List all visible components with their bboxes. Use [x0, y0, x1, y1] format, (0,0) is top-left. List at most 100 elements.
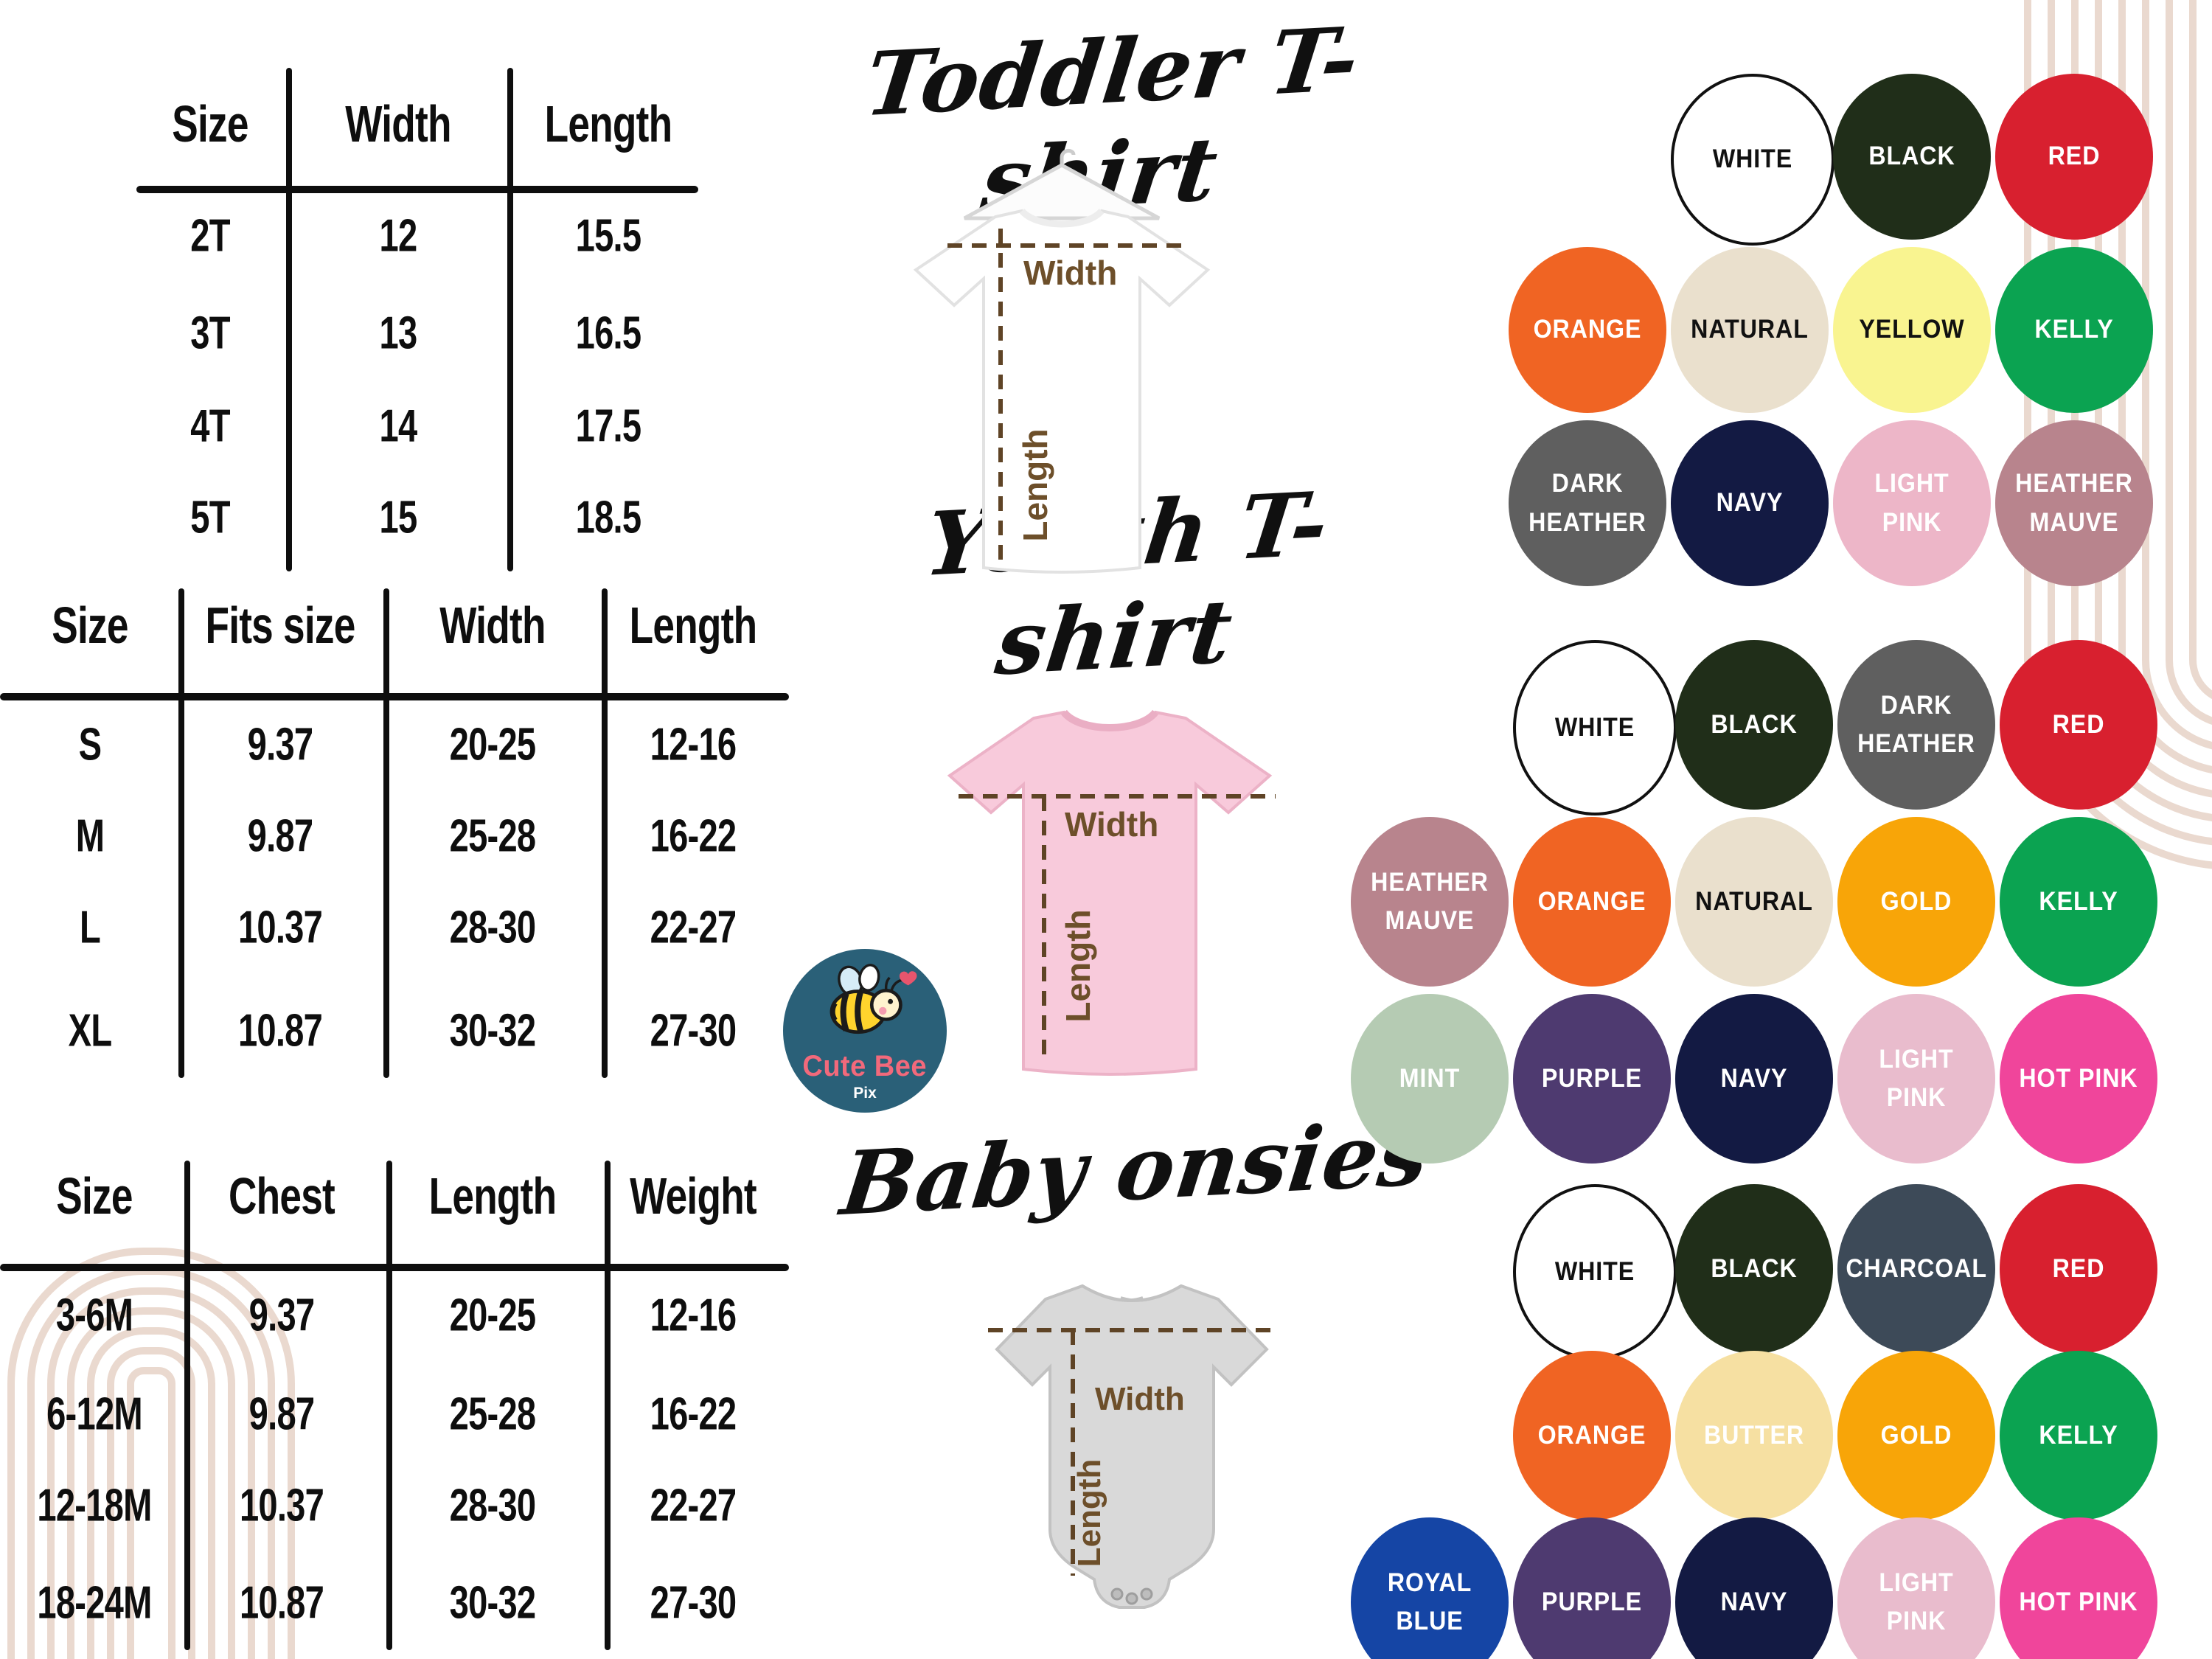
- youth-shirt-image: Width Length: [947, 709, 1276, 1076]
- color-swatch: DARK HEATHER: [1837, 640, 1995, 810]
- column-header: Length: [629, 597, 757, 654]
- table-cell: 12-18M: [37, 1480, 152, 1531]
- column-divider: [178, 588, 184, 1078]
- shirt-collar: [1061, 709, 1158, 731]
- color-swatch-label: RED: [2052, 1253, 2105, 1283]
- color-swatch-label: ORANGE: [1533, 315, 1642, 344]
- color-swatch-label: BUTTER: [1703, 1420, 1805, 1450]
- color-swatch: LIGHT PINK: [1837, 1517, 1995, 1659]
- table-cell: 15.5: [575, 210, 641, 262]
- color-swatch: KELLY: [2000, 817, 2157, 987]
- color-swatch: GOLD: [1837, 817, 1995, 987]
- color-swatch: DARK HEATHER: [1509, 420, 1666, 586]
- color-swatch: WHITE: [1513, 640, 1677, 815]
- color-swatch: RED: [1995, 74, 2153, 240]
- column-header: Width: [345, 95, 451, 153]
- table-cell: 12-16: [650, 1290, 737, 1341]
- table-cell: 9.37: [247, 719, 313, 771]
- table-cell: 18.5: [575, 492, 641, 543]
- color-swatch: RED: [2000, 640, 2157, 810]
- color-swatch: LIGHT PINK: [1837, 994, 1995, 1164]
- color-swatch-label: NAVY: [1720, 1063, 1788, 1093]
- youth-color-options: WHITE BLACK DARK HEATHER RED HEATHER MAUVE OR…: [1351, 640, 2169, 1171]
- color-swatch: ROYAL BLUE: [1351, 1517, 1509, 1659]
- color-swatch-label: NAVY: [1720, 1587, 1788, 1616]
- table-cell: S: [78, 719, 102, 771]
- table-cell: 2T: [190, 210, 230, 262]
- color-swatch: NAVY: [1675, 994, 1833, 1164]
- table-cell: 22-27: [650, 1480, 737, 1531]
- column-header: Length: [544, 95, 672, 153]
- table-cell: 20-25: [449, 1290, 536, 1341]
- color-swatch-label: WHITE: [1554, 712, 1635, 742]
- baby-size-table: Size Chest Length Weight 3-6M 9.37 20-25 12-16 6…: [0, 1150, 793, 1659]
- color-swatch-label: HOT PINK: [2019, 1063, 2138, 1093]
- color-swatch: HOT PINK: [2000, 994, 2157, 1164]
- decor-arc: [127, 1367, 175, 1659]
- decor-arc: [87, 1327, 215, 1659]
- decor-arc: [67, 1307, 235, 1659]
- color-swatch: BLACK: [1833, 74, 1991, 240]
- color-swatch: BLACK: [1675, 1184, 1833, 1354]
- table-cell: 4T: [190, 400, 230, 452]
- color-swatch: PURPLE: [1513, 1517, 1671, 1659]
- column-divider: [383, 588, 389, 1078]
- color-swatch: LIGHT PINK: [1833, 420, 1991, 586]
- color-swatch-label: YELLOW: [1859, 315, 1965, 344]
- color-swatch: MINT: [1351, 994, 1509, 1164]
- shirt-collar: [1019, 208, 1105, 228]
- color-swatch-label: GOLD: [1880, 886, 1952, 916]
- column-divider: [605, 1161, 611, 1650]
- cute-bee-logo: Cute Bee Pix: [783, 949, 947, 1113]
- color-swatch-label: BLACK: [1711, 1253, 1798, 1283]
- color-swatch: ORANGE: [1513, 1351, 1671, 1520]
- snap-button: [1140, 1587, 1153, 1601]
- table-cell: 28-30: [449, 902, 536, 953]
- length-measure-label: Length: [1016, 428, 1054, 541]
- table-cell: XL: [68, 1005, 112, 1057]
- color-swatch: WHITE: [1513, 1184, 1677, 1360]
- width-measure-label: Width: [1095, 1381, 1185, 1417]
- table-cell: 25-28: [449, 1388, 536, 1440]
- length-measure-label: Length: [1071, 1459, 1107, 1568]
- table-cell: 12: [379, 210, 418, 262]
- table-cell: 15: [379, 492, 418, 543]
- table-cell: 6-12M: [46, 1388, 143, 1440]
- column-header: Size: [52, 597, 128, 654]
- color-swatch-label: RED: [2052, 709, 2105, 739]
- length-measure-label: Length: [1059, 909, 1097, 1022]
- color-swatch-label: BLACK: [1711, 709, 1798, 739]
- table-cell: 9.87: [247, 810, 313, 862]
- table-cell: 27-30: [650, 1577, 737, 1629]
- color-swatch: HEATHER MAUVE: [1995, 420, 2153, 586]
- width-measure-label: Width: [1065, 805, 1158, 844]
- table-cell: 3-6M: [55, 1290, 133, 1341]
- table-cell: 9.87: [248, 1388, 315, 1440]
- baby-onesie-body: [995, 1284, 1269, 1609]
- toddler-color-options: WHITE BLACK RED ORANGE NATURAL YELLOW KELLY DAR…: [1509, 74, 2172, 597]
- table-cell: 14: [379, 400, 418, 452]
- color-swatch: BLACK: [1675, 640, 1833, 810]
- color-swatch: KELLY: [1995, 247, 2153, 413]
- color-swatch-label: NATURAL: [1691, 315, 1809, 344]
- bee-icon: [830, 964, 917, 1034]
- color-swatch-label: RED: [2048, 142, 2101, 171]
- baby-onesie-image: Width Length: [988, 1284, 1276, 1609]
- color-swatch-label: ROYAL BLUE: [1387, 1568, 1472, 1636]
- color-swatch: GOLD: [1837, 1351, 1995, 1520]
- color-swatch: HOT PINK: [2000, 1517, 2157, 1659]
- color-swatch: HEATHER MAUVE: [1351, 817, 1509, 987]
- color-swatch: NAVY: [1675, 1517, 1833, 1659]
- color-swatch: BUTTER: [1675, 1351, 1833, 1520]
- decor-arc: [7, 1248, 295, 1659]
- decor-arc: [107, 1347, 195, 1659]
- snap-button: [1110, 1587, 1124, 1601]
- color-swatch-label: LIGHT PINK: [1879, 1568, 1954, 1636]
- table-cell: M: [75, 810, 105, 862]
- table-cell: L: [79, 902, 101, 953]
- table-cell: 9.37: [248, 1290, 315, 1341]
- header-divider: [0, 1264, 789, 1271]
- baby-onesie-color-options: WHITE BLACK CHARCOAL RED ORANGE BUTTER GOLD KEL…: [1351, 1184, 2169, 1659]
- table-cell: 18-24M: [37, 1577, 152, 1629]
